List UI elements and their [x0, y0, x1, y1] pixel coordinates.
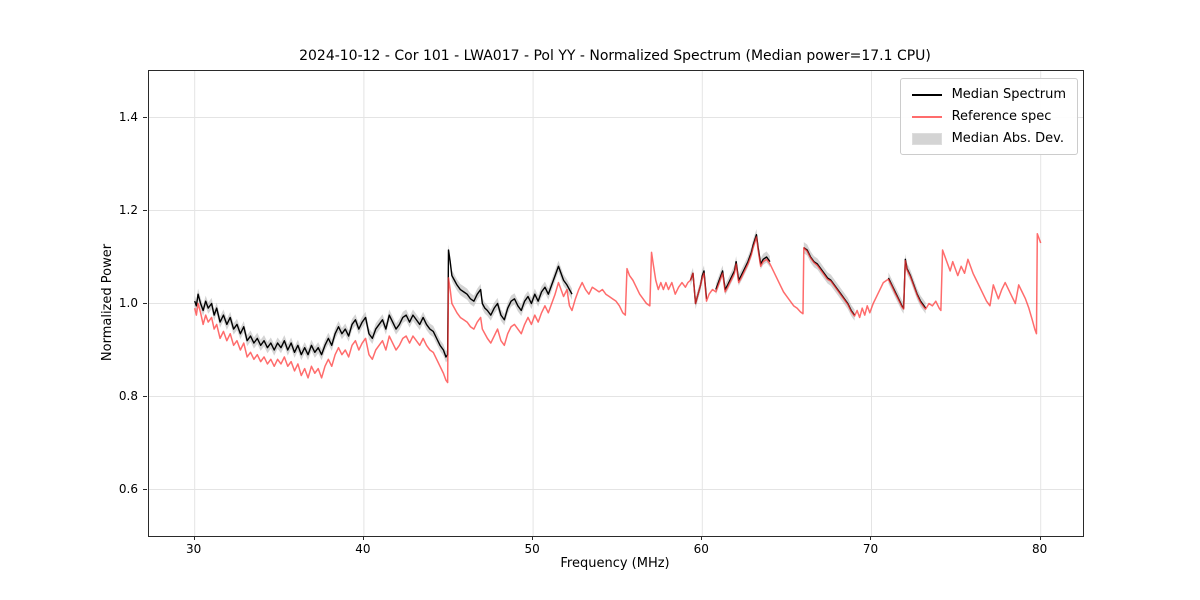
- legend-label: Reference spec: [951, 109, 1052, 124]
- legend: Median Spectrum Reference spec Median Ab…: [899, 78, 1078, 155]
- x-tick-label: 60: [693, 542, 709, 556]
- median-abs-dev-band: [194, 244, 573, 363]
- median-abs-dev-band: [888, 253, 926, 314]
- legend-entry-median-abs-dev: Median Abs. Dev.: [911, 131, 1066, 146]
- plot-area: Median Spectrum Reference spec Median Ab…: [148, 70, 1084, 537]
- legend-label: Median Spectrum: [951, 87, 1066, 102]
- y-tick-label: 1.2: [118, 202, 138, 217]
- reference-spec-line-icon: [911, 115, 942, 118]
- legend-entry-median-spectrum: Median Spectrum: [911, 87, 1066, 102]
- x-tick-mark: [1039, 536, 1041, 540]
- legend-label: Median Abs. Dev.: [951, 131, 1065, 146]
- x-tick-label: 30: [186, 542, 202, 556]
- median-spectrum-line: [194, 249, 573, 358]
- x-tick-mark: [870, 536, 872, 540]
- median-abs-dev-band: [715, 229, 770, 296]
- x-tick-mark: [701, 536, 703, 540]
- x-axis-label: Frequency (MHz): [560, 556, 670, 571]
- y-tick-label: 1.4: [118, 109, 138, 124]
- y-tick-mark: [143, 395, 147, 397]
- reference-spec-line: [193, 233, 1042, 384]
- median-spectrum-line-icon: [911, 93, 942, 96]
- y-tick-label: 0.6: [118, 481, 138, 496]
- x-tick-mark: [362, 536, 364, 540]
- y-tick-mark: [143, 209, 147, 211]
- chart-title: 2024-10-12 - Cor 101 - LWA017 - Pol YY -…: [299, 48, 931, 64]
- x-tick-mark: [532, 536, 534, 540]
- x-tick-label: 80: [1032, 542, 1048, 556]
- y-tick-mark: [143, 302, 147, 304]
- median-abs-dev-band: [803, 242, 855, 321]
- y-tick-label: 0.8: [118, 388, 138, 403]
- x-tick-label: 40: [355, 542, 371, 556]
- y-tick-mark: [143, 116, 147, 118]
- x-tick-label: 50: [524, 542, 540, 556]
- y-tick-label: 1.0: [118, 295, 138, 310]
- x-tick-mark: [193, 536, 195, 540]
- y-tick-mark: [143, 488, 147, 490]
- legend-entry-reference-spec: Reference spec: [911, 109, 1066, 124]
- median-abs-dev-patch-icon: [911, 132, 942, 145]
- x-tick-label: 70: [862, 542, 879, 556]
